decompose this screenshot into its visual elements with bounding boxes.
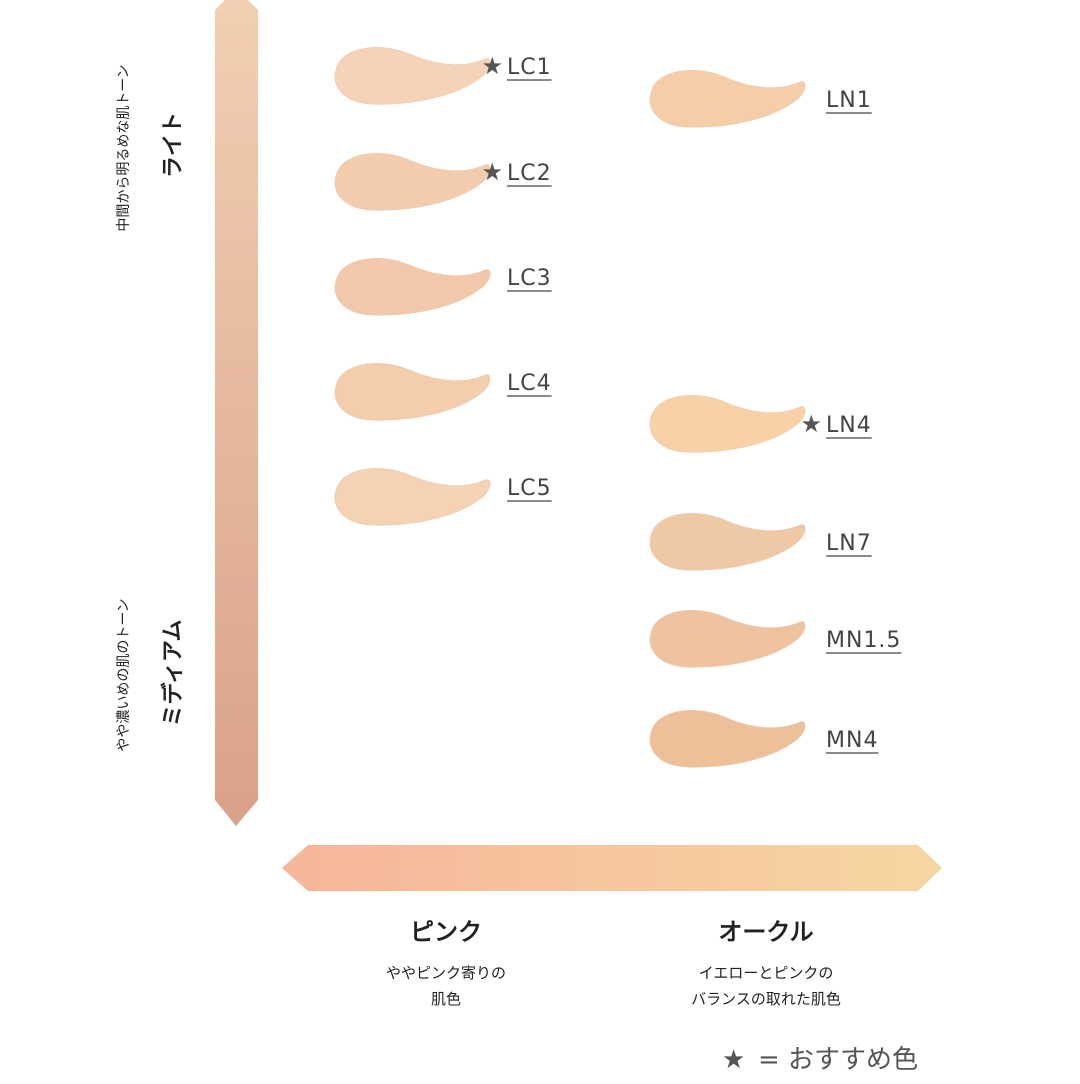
swatch: [649, 513, 806, 571]
swatch: [334, 153, 491, 211]
shade-label: MN4: [826, 728, 878, 753]
horizontal-arrow: [282, 845, 942, 891]
axis-label: ミディアム: [160, 620, 186, 727]
axis-label: ピンク: [410, 918, 482, 946]
swatch: [334, 258, 491, 316]
legend-text: = おすすめ色: [758, 1045, 918, 1075]
shade-label: LN7: [826, 531, 872, 556]
swatch: [649, 710, 806, 768]
axis-description: ややピンク寄りの: [386, 964, 506, 982]
shade-label: LC2: [507, 161, 552, 186]
axis-caption: やや濃いめの肌のトーン: [116, 598, 132, 751]
shade-label: LC5: [507, 476, 552, 501]
swatch: [334, 363, 491, 421]
axis-description: 肌色: [431, 990, 461, 1008]
axis-caption: 中間から明るめな肌トーン: [116, 64, 132, 231]
shade-label: MN1.5: [826, 628, 901, 653]
shade-label: LC1: [507, 55, 552, 80]
axis-description: バランスの取れた肌色: [691, 990, 841, 1008]
shade-label: LN4: [826, 413, 872, 438]
axis-description: イエローとピンクの: [699, 964, 834, 982]
swatch: [334, 47, 491, 105]
swatch: [649, 70, 806, 128]
shade-label: LN1: [826, 88, 872, 113]
shade-label: LC3: [507, 266, 552, 291]
swatch: [649, 610, 806, 668]
shade-label: LC4: [507, 371, 552, 396]
legend-symbol: ★: [722, 1045, 745, 1075]
recommended-star: ★: [481, 52, 503, 80]
vertical-arrow: [215, 0, 258, 826]
recommended-star: ★: [481, 158, 503, 186]
recommended-star: ★: [800, 410, 822, 438]
swatch: [649, 395, 806, 453]
axis-label: ライト: [161, 112, 186, 178]
swatch: [334, 468, 491, 526]
axis-label: オークル: [718, 918, 813, 946]
